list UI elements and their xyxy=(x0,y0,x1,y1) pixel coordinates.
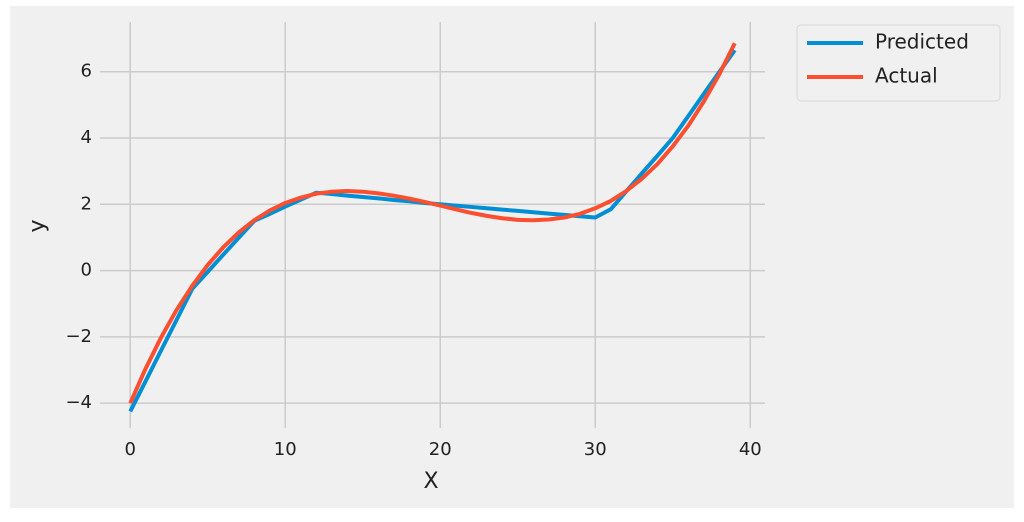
y-tick-label: −4 xyxy=(65,392,92,413)
x-tick-label: 30 xyxy=(584,439,607,460)
x-tick-label: 10 xyxy=(274,439,297,460)
y-tick-label: 2 xyxy=(81,193,92,214)
line-series xyxy=(128,42,737,404)
x-axis-label: X xyxy=(423,469,438,494)
legend-label: Predicted xyxy=(875,30,969,54)
legend-label: Actual xyxy=(875,64,938,88)
y-tick-label: 4 xyxy=(81,127,92,148)
y-axis-label: y xyxy=(25,219,50,232)
y-tick-label: −2 xyxy=(65,326,92,347)
y-tick-label: 0 xyxy=(81,260,92,281)
x-tick-label: 20 xyxy=(429,439,452,460)
x-tick-label: 40 xyxy=(739,439,762,460)
x-tick-label: 0 xyxy=(125,439,136,460)
y-tick-label: 6 xyxy=(81,61,92,82)
